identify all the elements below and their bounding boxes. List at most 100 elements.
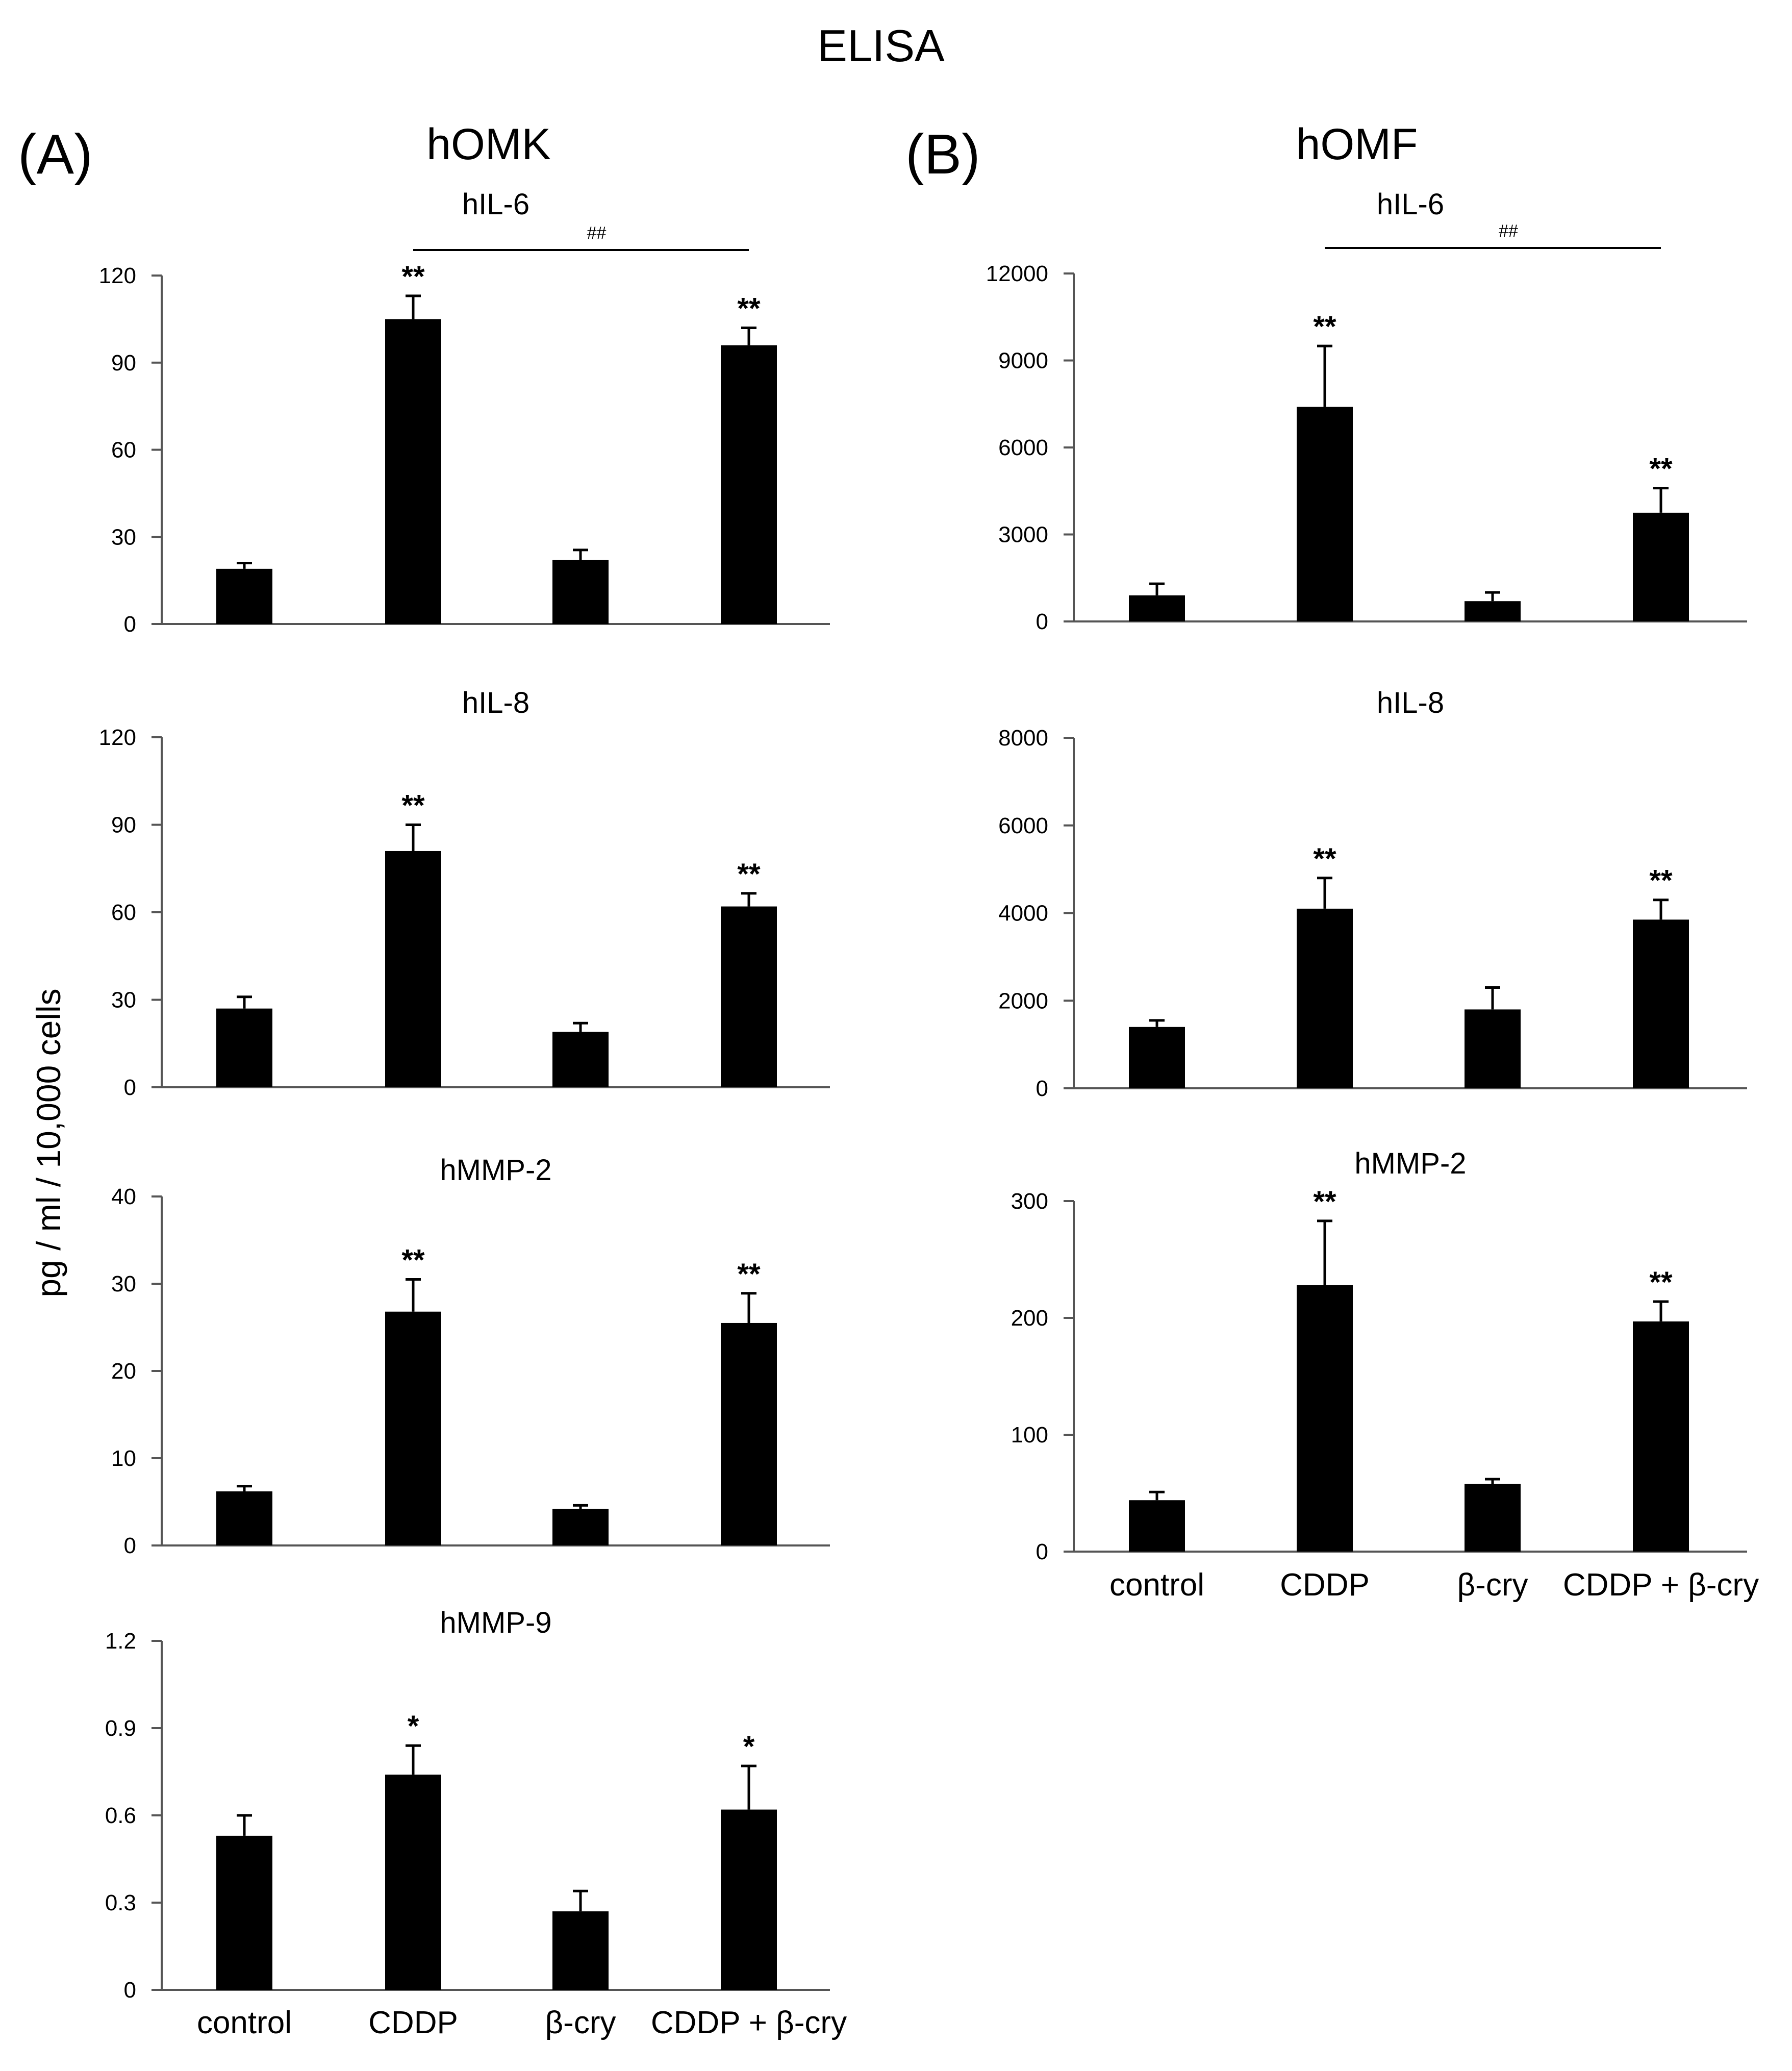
bar-0 xyxy=(1129,595,1185,621)
bar-0 xyxy=(216,568,272,624)
significance-mark: ** xyxy=(1313,310,1336,343)
y-tick-label: 0.9 xyxy=(105,1716,136,1741)
chart-title: hIL-6 xyxy=(1377,188,1444,221)
bar-0 xyxy=(1129,1027,1185,1088)
chart-a-il8: hIL-8 0 30 60 90 120 ** ** xyxy=(99,686,830,1100)
y-tick-label: 0 xyxy=(124,612,136,637)
bar-2 xyxy=(552,1911,609,1990)
bar-3 xyxy=(1633,919,1689,1088)
chart-title: hMMP-9 xyxy=(440,1606,551,1639)
bar-0 xyxy=(216,1008,272,1087)
bar-0 xyxy=(1129,1500,1185,1552)
y-tick-label: 6000 xyxy=(998,813,1048,838)
chart-b-il6: hIL-6 0 3000 6000 9000 12000 ** ** ## xyxy=(986,188,1747,634)
category-label: β-cry xyxy=(545,2005,616,2040)
chart-title: hIL-8 xyxy=(1377,686,1444,719)
bar-1 xyxy=(385,1311,441,1545)
y-tick-label: 0.6 xyxy=(105,1803,136,1828)
bar-0 xyxy=(216,1491,272,1545)
bar-2 xyxy=(552,560,609,624)
y-tick-label: 8000 xyxy=(998,726,1048,751)
y-tick-label: 0 xyxy=(124,1533,136,1558)
significance-mark: ** xyxy=(737,292,761,325)
bar-2 xyxy=(552,1509,609,1545)
chart-title: hIL-8 xyxy=(462,686,529,719)
bar-2 xyxy=(1465,601,1521,621)
chart-b-mmp2: hMMP-2 0 100 200 300 ** ** control CDDP β-cry CDDP… xyxy=(1011,1147,1759,1603)
comparison-label: ## xyxy=(1499,221,1519,241)
significance-mark: ** xyxy=(1313,842,1336,876)
y-tick-label: 0 xyxy=(1036,1539,1048,1564)
significance-mark: ** xyxy=(1649,453,1673,486)
panel-a-label: (A) xyxy=(18,123,93,186)
y-tick-label: 20 xyxy=(111,1359,136,1384)
bar-3 xyxy=(1633,512,1689,621)
y-axis-label: pg / ml / 10,000 cells xyxy=(30,988,67,1297)
y-tick-label: 60 xyxy=(111,438,136,463)
significance-mark: * xyxy=(743,1730,755,1763)
significance-mark: ** xyxy=(401,1243,425,1277)
figure-title: ELISA xyxy=(817,20,945,71)
bar-1 xyxy=(385,1775,441,1990)
y-tick-label: 30 xyxy=(111,1271,136,1296)
category-label: CDDP + β-cry xyxy=(1563,1567,1759,1603)
y-tick-label: 0.3 xyxy=(105,1890,136,1915)
significance-mark: ** xyxy=(401,260,425,293)
bar-3 xyxy=(721,1323,777,1545)
category-label: CDDP xyxy=(368,2005,458,2040)
significance-mark: ** xyxy=(737,1258,761,1291)
y-tick-label: 90 xyxy=(111,351,136,376)
chart-a-mmp2: hMMP-2 0 10 20 30 40 ** ** xyxy=(111,1154,830,1558)
panel-b-cell-title: hOMF xyxy=(1296,120,1418,169)
y-tick-label: 12000 xyxy=(986,261,1048,286)
bar-1 xyxy=(385,851,441,1087)
y-tick-label: 30 xyxy=(111,525,136,550)
chart-title: hMMP-2 xyxy=(440,1154,551,1187)
y-tick-label: 40 xyxy=(111,1184,136,1209)
y-tick-label: 6000 xyxy=(998,435,1048,460)
panel-a-cell-title: hOMK xyxy=(426,120,551,169)
y-tick-label: 0 xyxy=(124,1075,136,1100)
category-label: β-cry xyxy=(1457,1567,1528,1603)
y-tick-label: 200 xyxy=(1011,1306,1048,1331)
significance-mark: ** xyxy=(1313,1185,1336,1218)
y-tick-label: 30 xyxy=(111,988,136,1013)
bar-1 xyxy=(1297,1285,1353,1552)
bar-3 xyxy=(1633,1321,1689,1552)
y-tick-label: 10 xyxy=(111,1446,136,1471)
bar-3 xyxy=(721,906,777,1087)
y-tick-label: 300 xyxy=(1011,1189,1048,1214)
significance-mark: ** xyxy=(401,789,425,822)
category-label: CDDP xyxy=(1280,1567,1370,1603)
chart-b-il8: hIL-8 0 2000 4000 6000 8000 ** ** xyxy=(998,686,1747,1101)
y-tick-label: 2000 xyxy=(998,988,1048,1013)
chart-a-mmp9: hMMP-9 0 0.3 0.6 0.9 1.2 * * control CDDP β-cry CDD… xyxy=(105,1606,847,2040)
bar-2 xyxy=(552,1032,609,1087)
bar-2 xyxy=(1465,1484,1521,1552)
y-tick-label: 0 xyxy=(1036,1076,1048,1101)
category-label: control xyxy=(1109,1567,1204,1603)
y-tick-label: 0 xyxy=(124,1978,136,2003)
chart-title: hMMP-2 xyxy=(1354,1147,1466,1180)
y-tick-label: 100 xyxy=(1011,1423,1048,1448)
chart-a-il6: hIL-6 0 30 60 90 120 ** ** ## xyxy=(99,188,830,637)
y-tick-label: 60 xyxy=(111,900,136,925)
y-tick-label: 90 xyxy=(111,813,136,838)
y-tick-label: 120 xyxy=(99,725,136,750)
bar-3 xyxy=(721,345,777,624)
y-tick-label: 1.2 xyxy=(105,1629,136,1654)
y-tick-label: 120 xyxy=(99,263,136,288)
y-tick-label: 9000 xyxy=(998,348,1048,373)
bar-1 xyxy=(1297,407,1353,621)
significance-mark: * xyxy=(408,1710,419,1743)
bar-2 xyxy=(1465,1009,1521,1088)
bar-3 xyxy=(721,1809,777,1990)
significance-mark: ** xyxy=(1649,1266,1673,1299)
panel-b-label: (B) xyxy=(905,123,980,186)
bar-0 xyxy=(216,1835,272,1990)
bar-1 xyxy=(385,319,441,624)
category-label: control xyxy=(197,2005,292,2040)
significance-mark: ** xyxy=(1649,864,1673,897)
